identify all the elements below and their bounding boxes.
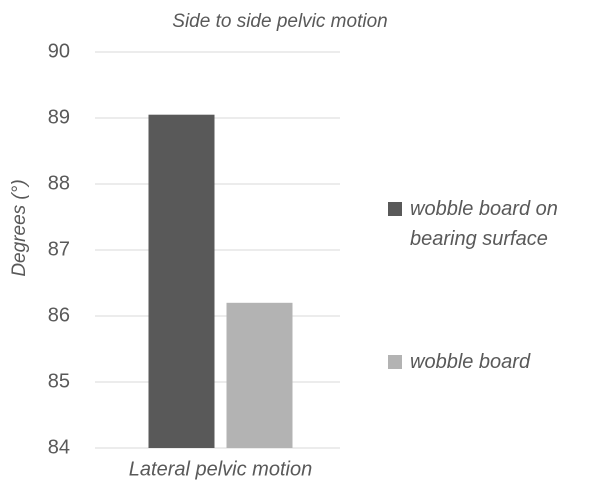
y-axis-label: Degrees (°) bbox=[9, 179, 30, 276]
y-tick-label: 86 bbox=[48, 304, 70, 326]
legend-swatch bbox=[388, 355, 402, 369]
bar bbox=[148, 114, 215, 448]
y-tick-label: 84 bbox=[48, 436, 70, 458]
y-tick-label: 89 bbox=[48, 106, 70, 128]
y-tick-label: 85 bbox=[48, 370, 70, 392]
legend-item: wobble board on bearing surface bbox=[388, 194, 588, 254]
legend-label: wobble board on bearing surface bbox=[410, 198, 558, 250]
chart-title: Side to side pelvic motion bbox=[172, 11, 387, 32]
y-tick-label: 90 bbox=[48, 40, 70, 62]
x-tick-label: Lateral pelvic motion bbox=[129, 458, 312, 480]
y-tick-label: 87 bbox=[48, 238, 70, 260]
y-tick-label: 88 bbox=[48, 172, 70, 194]
legend-item: wobble board bbox=[388, 347, 588, 377]
legend-label: wobble board bbox=[410, 351, 531, 373]
bar bbox=[226, 302, 293, 448]
legend-swatch bbox=[388, 202, 402, 216]
